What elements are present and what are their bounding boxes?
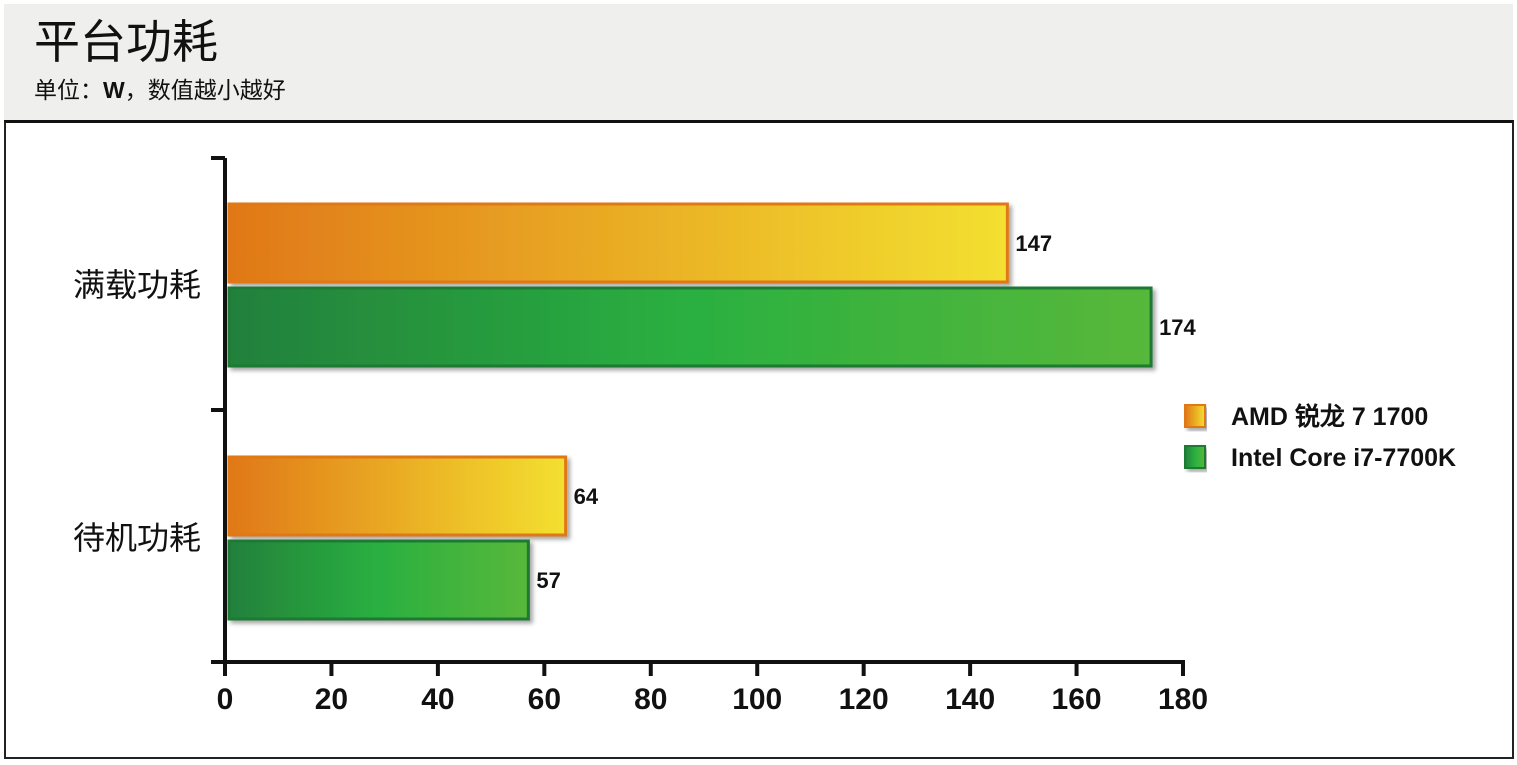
data-label-intel-0: 174 <box>1159 315 1196 340</box>
bar-intel-0 <box>227 286 1153 368</box>
bar-amd-0 <box>227 202 1009 284</box>
x-tick-label-20: 20 <box>315 683 348 716</box>
x-tick-label-0: 0 <box>217 683 234 716</box>
legend: AMD 锐龙 7 1700 Intel Core i7-7700K <box>1184 403 1456 472</box>
legend-swatch-1 <box>1184 445 1206 469</box>
bars <box>227 202 1153 621</box>
subtitle-prefix: 单位： <box>34 78 103 104</box>
chart-subtitle: 单位：W，数值越小越好 <box>34 74 286 107</box>
x-tick-label-40: 40 <box>421 683 454 716</box>
x-tick-label-80: 80 <box>634 683 667 716</box>
bar-amd-1 <box>227 455 568 537</box>
data-label-amd-1: 64 <box>574 484 599 509</box>
category-label-1: 待机功耗 <box>73 519 201 557</box>
x-tick-label-100: 100 <box>732 683 782 716</box>
data-label-amd-0: 147 <box>1015 231 1052 256</box>
x-tick-label-60: 60 <box>528 683 561 716</box>
category-label-0: 满载功耗 <box>73 266 201 304</box>
x-tick-label-120: 120 <box>839 683 889 716</box>
x-tick-label-180: 180 <box>1158 683 1208 716</box>
chart-title: 平台功耗 <box>34 15 218 69</box>
legend-label-1: Intel Core i7-7700K <box>1231 444 1456 472</box>
subtitle-suffix: ，数值越小越好 <box>124 78 286 104</box>
bar-intel-1 <box>227 539 530 621</box>
legend-label-0: AMD 锐龙 7 1700 <box>1231 403 1428 431</box>
axes <box>211 156 1185 676</box>
subtitle-unit: W <box>103 77 125 103</box>
x-tick-label-160: 160 <box>1052 683 1102 716</box>
legend-swatch-0 <box>1184 404 1206 428</box>
data-label-intel-1: 57 <box>536 568 560 593</box>
x-tick-label-140: 140 <box>945 683 995 716</box>
chart-header: 平台功耗 单位：W，数值越小越好 <box>4 4 1513 120</box>
